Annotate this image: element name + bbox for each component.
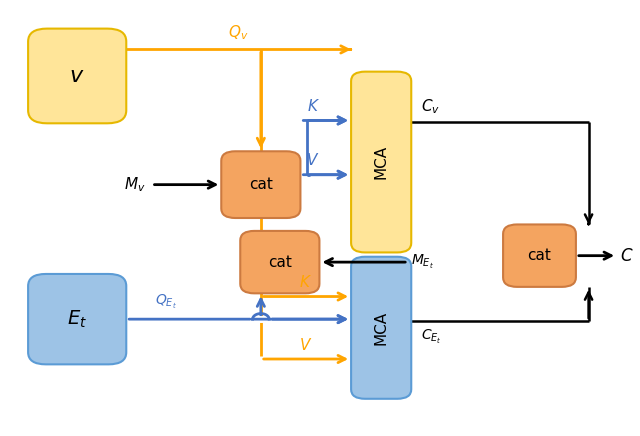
Text: $Q_{E_t}$: $Q_{E_t}$ [155,293,177,311]
Text: $K$: $K$ [307,98,319,113]
Text: $C$: $C$ [620,247,634,265]
FancyBboxPatch shape [221,151,300,218]
Text: $M_v$: $M_v$ [124,175,145,194]
FancyBboxPatch shape [240,231,319,293]
Text: $C_v$: $C_v$ [420,97,440,116]
Text: $M_{E_t}$: $M_{E_t}$ [412,253,434,271]
Text: $V$: $V$ [300,337,312,353]
Text: $V$: $V$ [307,152,320,168]
Text: $K$: $K$ [300,274,312,290]
Text: $E_t$: $E_t$ [67,309,87,330]
FancyBboxPatch shape [503,225,576,287]
Text: cat: cat [527,248,552,263]
FancyBboxPatch shape [28,29,126,123]
FancyBboxPatch shape [351,72,412,252]
Text: $C_{E_t}$: $C_{E_t}$ [420,328,442,347]
Text: $v$: $v$ [70,66,85,86]
Text: MCA: MCA [374,145,388,179]
Text: MCA: MCA [374,311,388,345]
Text: $Q_v$: $Q_v$ [228,23,249,42]
FancyBboxPatch shape [28,274,126,364]
Text: cat: cat [268,255,292,269]
Text: cat: cat [249,177,273,192]
FancyBboxPatch shape [351,257,412,399]
